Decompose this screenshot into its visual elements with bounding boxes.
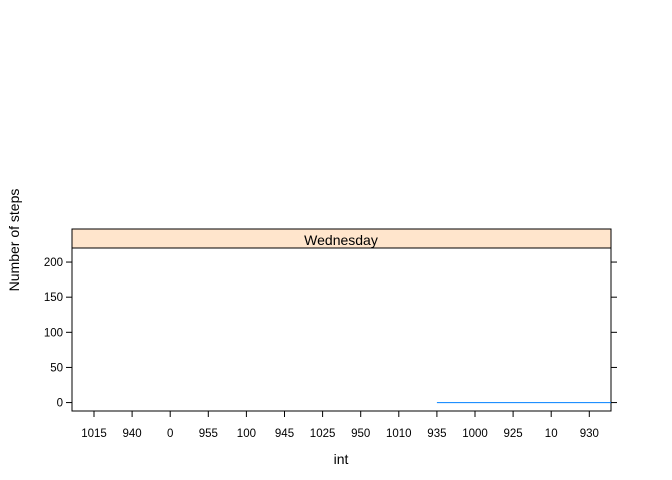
x-tick-label: 925 [504,428,523,440]
x-tick-label: 10 [545,428,558,440]
y-axis: 0 50 100 150 200 [44,257,617,410]
x-tick-label: 1000 [462,428,488,440]
x-tick-label: 1025 [310,428,336,440]
y-tick-label: 200 [44,257,63,269]
y-tick-label: 50 [50,362,63,374]
y-tick-label: 0 [57,398,63,410]
strip-label: Wednesday [304,232,378,248]
x-tick-label: 0 [167,428,173,440]
x-axis-title: int [334,451,349,467]
x-tick-label: 1015 [81,428,107,440]
x-tick-label: 940 [123,428,142,440]
y-tick-label: 100 [44,327,63,339]
x-axis: 1015 940 0 955 100 945 1025 950 1010 935 1000 925 10… [81,411,599,440]
x-tick-label: 950 [351,428,370,440]
plot-area [71,247,612,412]
x-tick-label: 930 [580,428,599,440]
x-tick-label: 1010 [386,428,412,440]
x-tick-label: 945 [275,428,294,440]
x-tick-label: 935 [427,428,446,440]
y-axis-title: Number of steps [6,189,22,292]
x-tick-label: 100 [237,428,256,440]
x-tick-label: 955 [199,428,218,440]
y-tick-label: 150 [44,292,63,304]
